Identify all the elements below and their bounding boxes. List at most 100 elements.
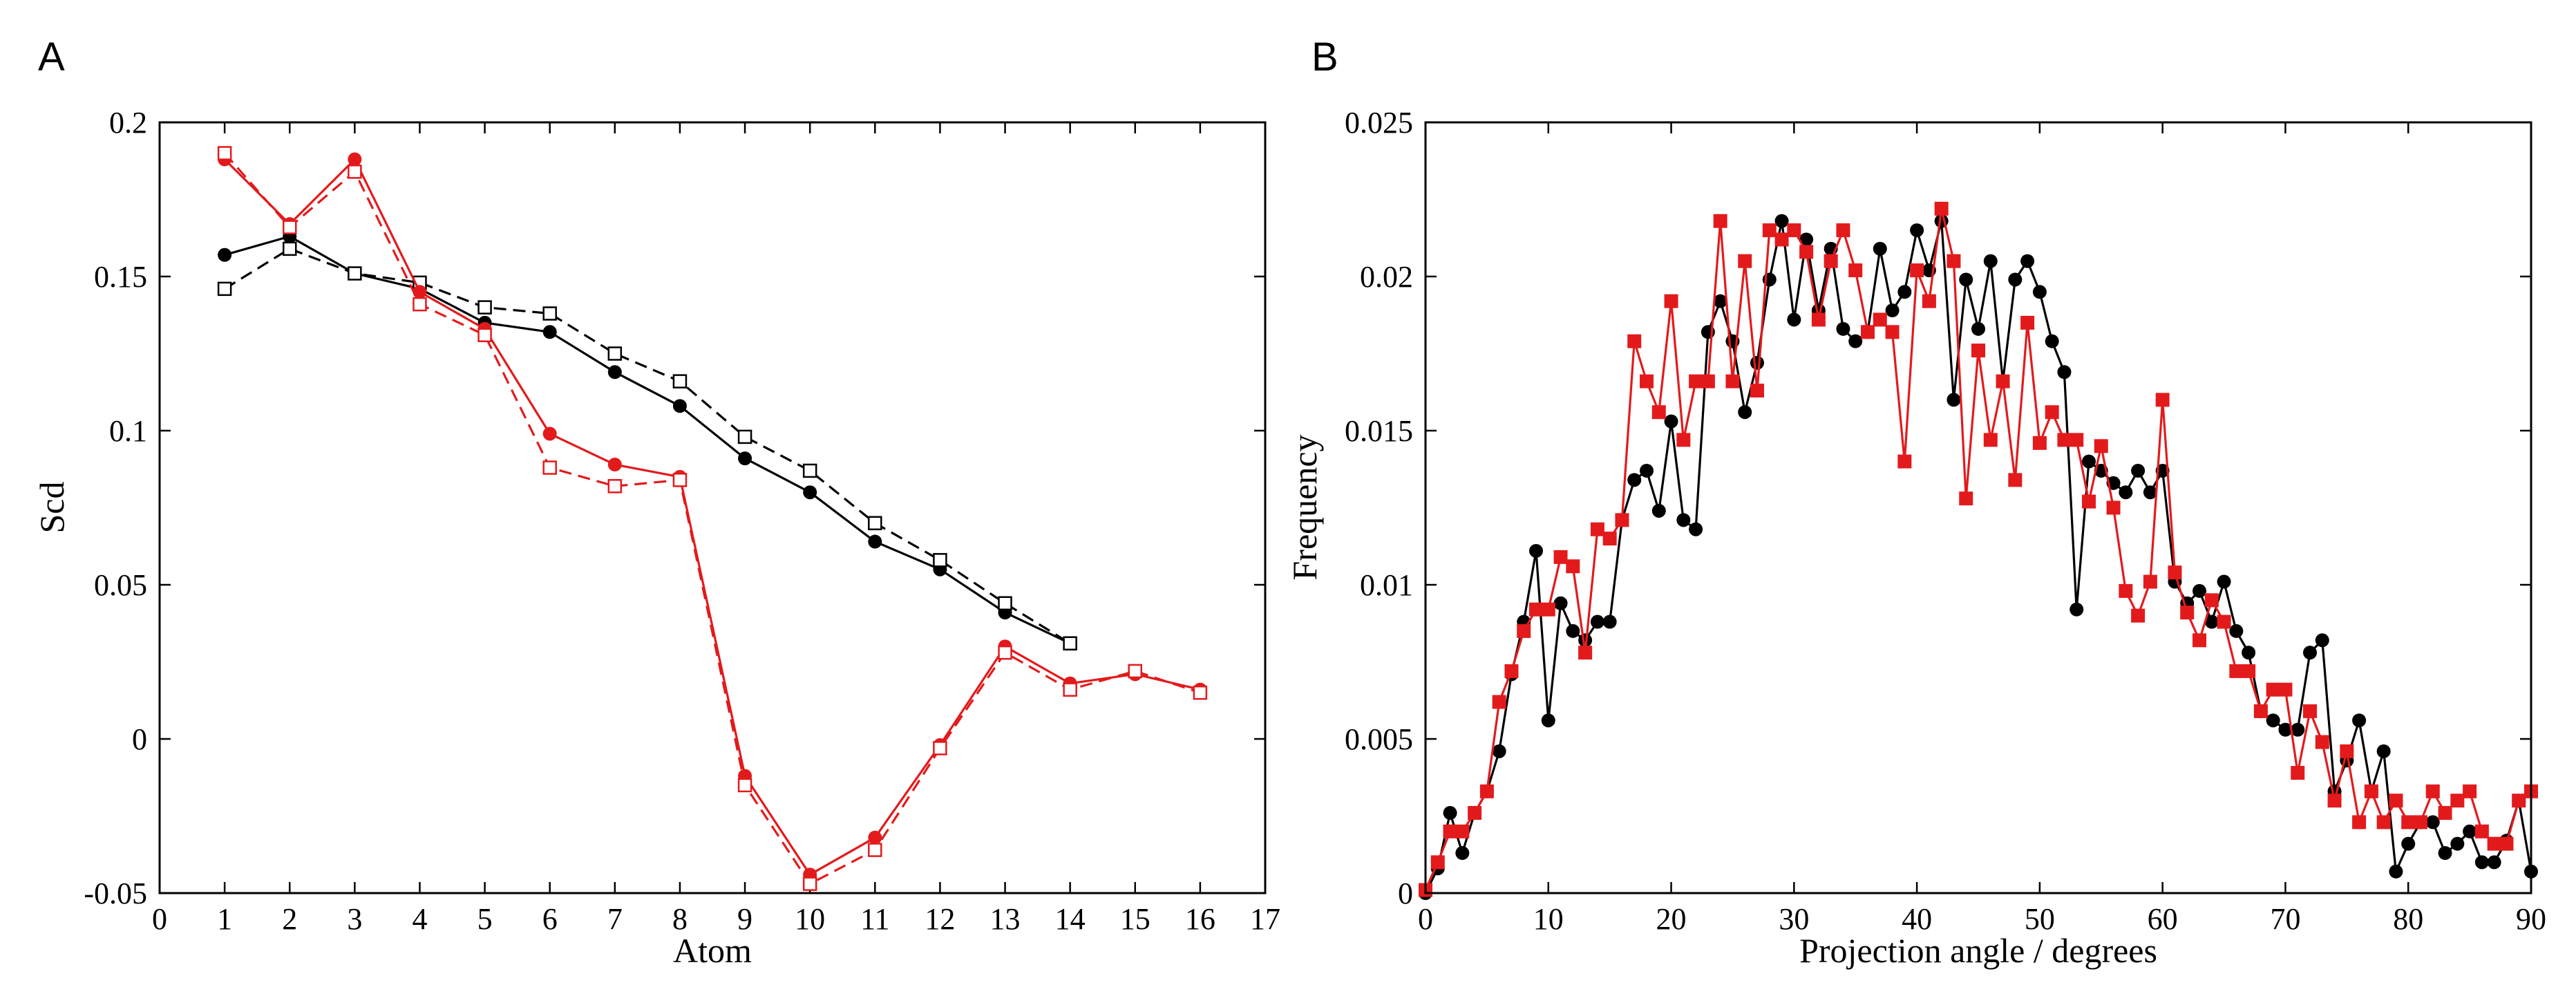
- data-point: [2401, 836, 2416, 851]
- chart-a-xtick-label: 14: [1055, 902, 1086, 936]
- data-point: [2463, 824, 2477, 838]
- data-point: [1910, 223, 1924, 238]
- data-point: [2303, 646, 2317, 660]
- data-point: [1529, 543, 1543, 558]
- data-point: [2425, 784, 2440, 798]
- data-point: [1566, 624, 1580, 638]
- data-point: [413, 285, 427, 299]
- chart-b-xlabel: Projection angle / degrees: [1799, 931, 2157, 970]
- data-point: [1541, 713, 1555, 728]
- data-point: [2229, 664, 2244, 678]
- data-point: [1947, 254, 1961, 268]
- data-point: [2512, 794, 2526, 808]
- data-point: [1517, 624, 1531, 638]
- data-point: [1479, 784, 1494, 798]
- data-point: [1063, 682, 1077, 697]
- data-point: [1578, 646, 1593, 660]
- data-point: [1762, 223, 1777, 238]
- data-point: [2291, 722, 2305, 737]
- data-point: [1578, 633, 1593, 648]
- data-point: [1689, 522, 1703, 536]
- data-point: [1468, 806, 1482, 821]
- data-point: [2155, 393, 2170, 407]
- data-point: [1590, 522, 1604, 536]
- chart-a-ytick-label: 0: [132, 722, 147, 756]
- data-point: [868, 843, 882, 857]
- data-point: [1492, 695, 1506, 709]
- data-point: [1971, 321, 1985, 336]
- data-point: [1910, 263, 1924, 278]
- chart-b-ticks: 0 10 20 30 40 50 60 70 80 90 0 0.005 0.01 0.015 0.02 0.…: [1345, 106, 2546, 936]
- data-point: [1873, 241, 1887, 256]
- series-line-black-filled: [224, 235, 1071, 645]
- data-point: [1983, 254, 1998, 268]
- data-point: [1959, 272, 1973, 287]
- data-point: [1750, 355, 1764, 370]
- data-point: [282, 241, 297, 256]
- chart-b-series: [1419, 201, 2538, 900]
- data-point: [1799, 245, 1814, 259]
- chart-b: 0 10 20 30 40 50 60 70 80 90 0 0.005 0.01 0.015 0.02 0.…: [1285, 106, 2546, 970]
- data-point: [2193, 583, 2206, 598]
- data-point: [2352, 815, 2367, 829]
- data-point: [2131, 463, 2146, 478]
- data-point: [1627, 334, 1642, 348]
- data-point: [2303, 704, 2317, 718]
- data-point: [1689, 374, 1703, 388]
- data-point: [2327, 794, 2342, 808]
- data-point: [2389, 864, 2403, 879]
- data-point: [2082, 494, 2096, 509]
- data-point: [2352, 713, 2367, 728]
- data-point: [2376, 815, 2391, 829]
- data-point: [1922, 294, 1936, 308]
- chart-b-xtick-label: 90: [2516, 902, 2546, 936]
- data-point: [2438, 806, 2452, 821]
- data-point: [477, 300, 492, 315]
- data-point: [542, 460, 557, 475]
- chart-b-xtick-label: 0: [1418, 902, 1433, 936]
- data-point: [2487, 855, 2501, 870]
- chart-b-xtick-label: 20: [1656, 902, 1687, 936]
- data-point: [1541, 602, 1555, 617]
- data-point: [282, 220, 297, 234]
- data-point: [1602, 615, 1617, 629]
- chart-a-ytick-label: 0.15: [94, 260, 147, 294]
- data-point: [1676, 433, 1691, 447]
- data-point: [2389, 794, 2403, 808]
- chart-a-ytick-label: -0.05: [84, 877, 147, 910]
- data-point: [2204, 593, 2219, 608]
- data-point: [737, 778, 752, 793]
- data-point: [2474, 824, 2489, 838]
- data-point: [348, 165, 362, 179]
- data-point: [1640, 463, 1654, 478]
- data-point: [1996, 374, 2010, 388]
- data-point: [1848, 334, 1863, 348]
- data-point: [1959, 491, 1973, 506]
- chart-b-xtick-label: 10: [1533, 902, 1564, 936]
- chart-b-xtick-label: 40: [1902, 902, 1932, 936]
- data-point: [2278, 722, 2293, 737]
- data-point: [672, 473, 688, 487]
- data-point: [2315, 735, 2329, 749]
- data-point: [607, 365, 622, 379]
- chart-a-xtick-label: 5: [477, 902, 493, 936]
- data-point: [2131, 608, 2146, 623]
- data-point: [2032, 285, 2047, 299]
- data-point: [2119, 485, 2133, 500]
- data-point: [2008, 473, 2023, 487]
- data-point: [348, 152, 362, 167]
- data-point: [2253, 704, 2268, 718]
- data-point: [998, 645, 1012, 660]
- data-point: [2057, 365, 2072, 379]
- chart-a-xtick-label: 15: [1120, 902, 1150, 936]
- panel-label-a: A: [38, 35, 65, 79]
- data-point: [1836, 321, 1850, 336]
- data-point: [933, 741, 947, 756]
- data-point: [1836, 223, 1850, 238]
- chart-b-ylabel: Frequency: [1285, 434, 1324, 580]
- data-point: [1713, 214, 1727, 228]
- chart-b-ytick-label: 0.01: [1360, 568, 1413, 602]
- data-point: [1885, 303, 1900, 318]
- data-point: [1725, 374, 1740, 388]
- data-point: [542, 306, 557, 321]
